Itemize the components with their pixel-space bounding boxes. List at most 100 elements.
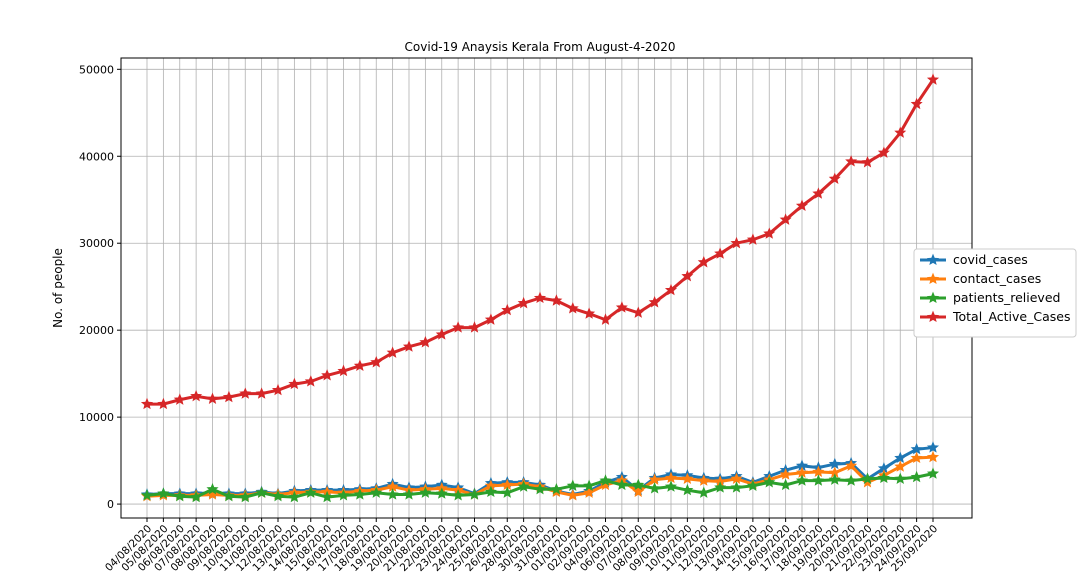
point [190,390,203,402]
point [337,364,350,377]
point [894,460,907,472]
point [583,479,596,491]
point [894,126,907,138]
legend-marker [926,291,940,304]
point [664,283,678,296]
point [533,482,547,495]
point [271,383,285,396]
point [779,213,792,225]
point [452,489,465,501]
point [632,306,645,318]
point [386,488,399,500]
point [763,476,776,488]
point [910,97,923,110]
legend-label: covid_cases [953,252,1028,267]
point [239,490,252,503]
point [337,489,350,501]
point [402,488,416,500]
point [255,486,268,498]
point [566,479,579,491]
point [288,490,301,503]
point [681,483,694,496]
point [681,270,694,282]
point [157,397,170,410]
point [501,303,514,316]
point [926,450,940,463]
point [812,465,825,478]
point [926,467,940,479]
grid [121,58,972,518]
point [484,313,497,325]
point [648,473,661,485]
point [517,480,530,492]
point [402,340,416,352]
legend-marker [926,272,940,285]
point [861,155,874,168]
point [845,459,858,471]
point [190,490,203,503]
point [648,482,661,494]
point [419,335,432,348]
point [828,457,841,470]
point [550,294,563,306]
point [632,485,645,498]
point [828,172,841,184]
point [910,451,923,464]
point [697,256,710,268]
point [877,146,890,158]
point [664,480,678,492]
point [746,233,759,245]
point [926,441,940,453]
point [173,393,186,405]
point [140,397,154,410]
point [140,489,154,501]
point [452,321,465,333]
point [714,247,727,259]
legend-box [913,248,1077,338]
point [681,472,694,484]
point [845,474,858,486]
point [730,481,743,493]
legend-marker [926,310,940,323]
point [370,486,383,498]
point [894,451,907,464]
point [370,356,383,368]
point [321,490,334,503]
point [926,73,940,85]
point [583,486,596,498]
point [239,387,252,399]
point [599,474,612,486]
point [255,387,268,399]
point [271,490,285,502]
point [812,474,825,486]
point [697,486,710,498]
legend-label: contact_cases [953,271,1041,286]
point [730,472,743,484]
point [533,291,547,304]
legend-marker [926,253,940,266]
point [386,346,399,358]
point [222,490,235,502]
point [157,487,170,499]
point [288,377,301,390]
point [501,486,514,498]
point [321,369,334,381]
point [304,375,317,387]
point [206,488,219,500]
point [353,488,366,500]
legend-label: Total_Active_Cases [952,309,1070,324]
point [730,236,743,249]
point [763,227,776,239]
legend-label: patients_relieved [953,290,1060,305]
y-axis-label: No. of people [51,248,65,328]
y-tick-label: 50000 [79,63,114,76]
point [206,482,219,495]
point [845,155,858,167]
point [566,489,579,501]
point [697,474,710,486]
point [877,471,890,484]
point [419,486,432,498]
point [779,468,792,480]
point [632,478,645,491]
